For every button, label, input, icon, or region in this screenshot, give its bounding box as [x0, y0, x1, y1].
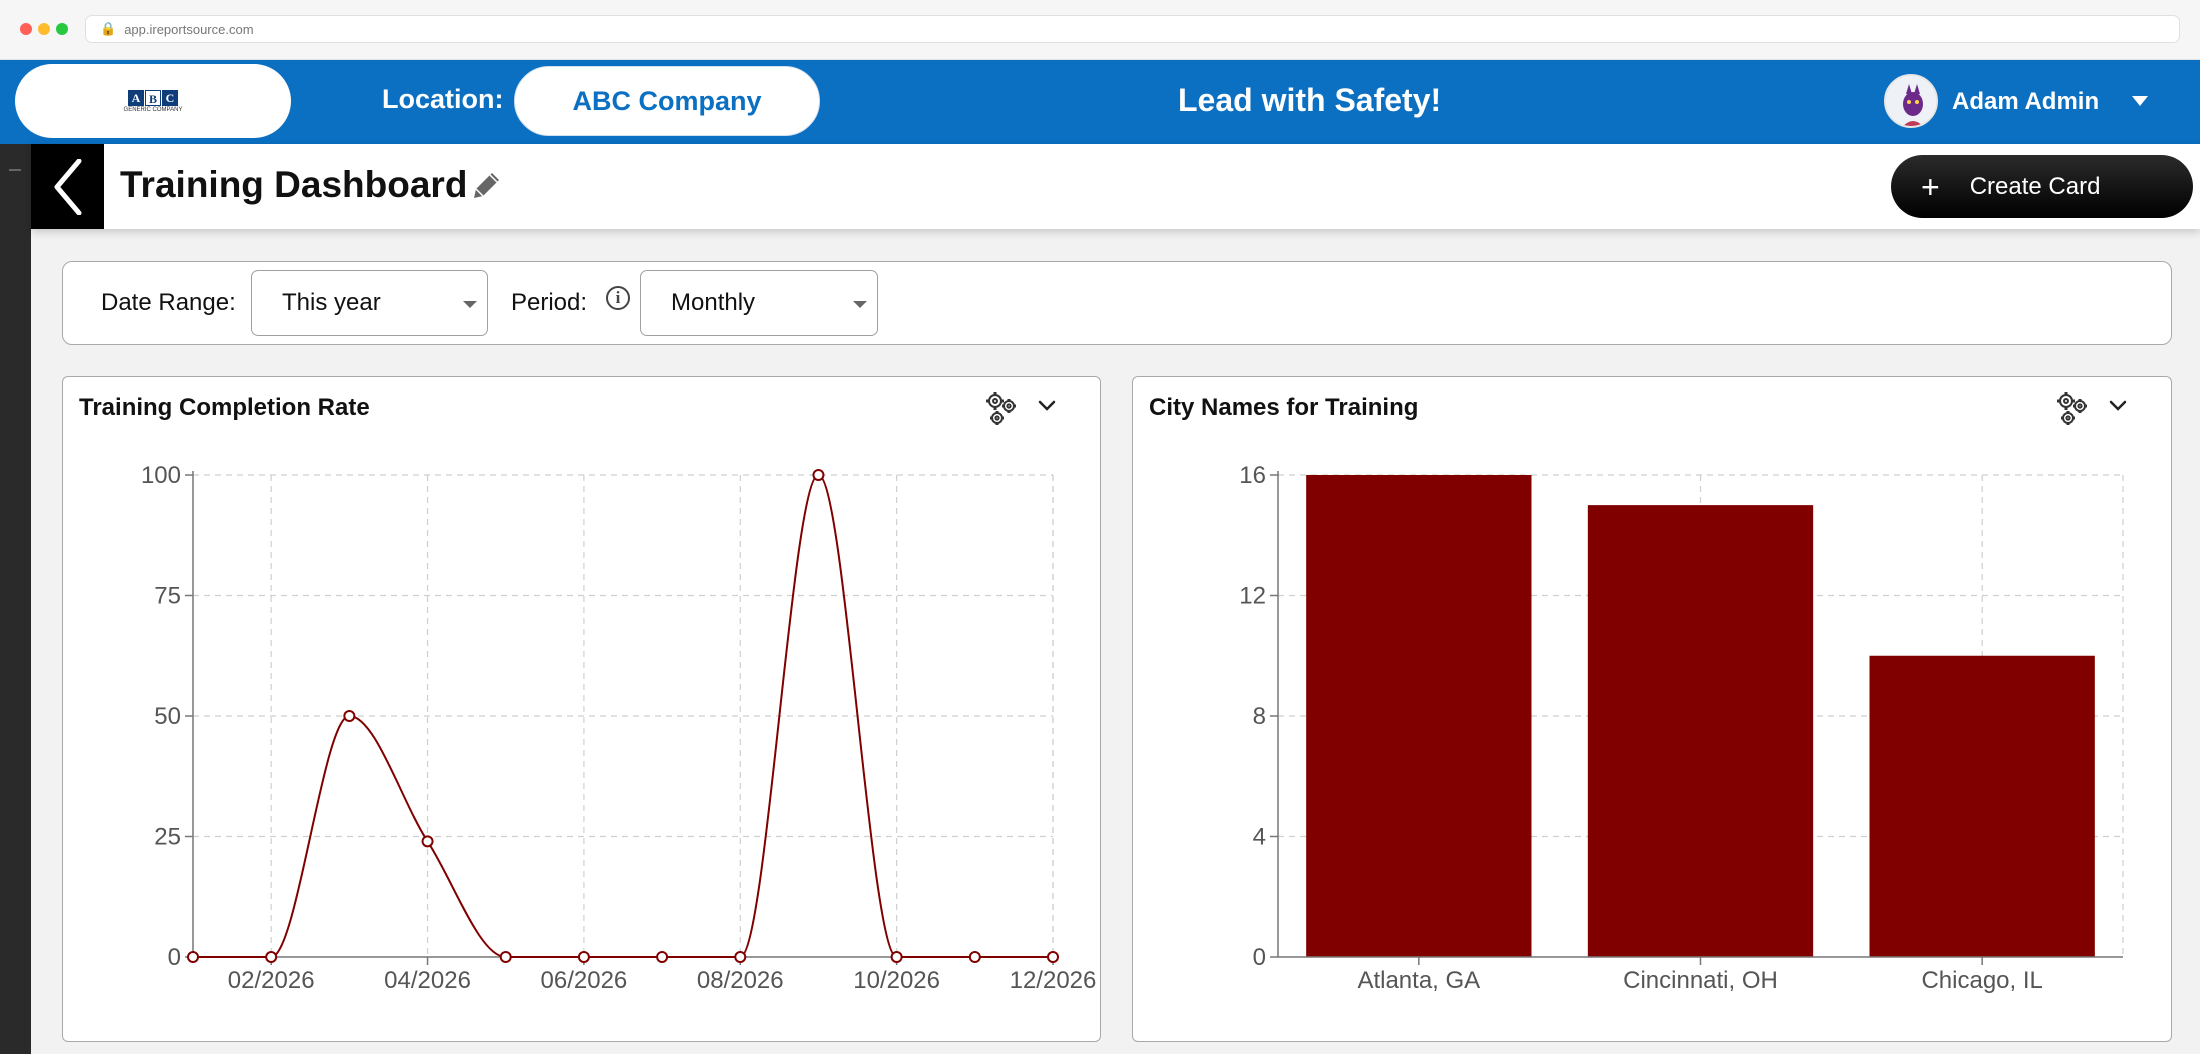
sidebar-marker [9, 169, 21, 171]
x-tick-label: Atlanta, GA [1357, 967, 1480, 994]
data-point [421, 835, 434, 848]
period-select[interactable]: Monthly [640, 270, 878, 336]
card-title: Training Completion Rate [79, 394, 370, 421]
x-tick-label: 12/2026 [1010, 967, 1097, 994]
data-point [187, 951, 199, 963]
training-completion-card: Training Completion Rate 0 25 50 75 100 02/20… [62, 376, 1101, 1042]
chevron-down-icon[interactable] [2108, 399, 2128, 413]
x-tick-label: Chicago, IL [1921, 967, 2042, 994]
user-menu-caret-icon[interactable] [2132, 96, 2148, 106]
y-tick-label: 0 [168, 944, 181, 971]
logo-letters: A B C [128, 89, 178, 106]
company-logo[interactable]: A B C GENERIC COMPANY [15, 64, 291, 138]
data-point [1047, 951, 1059, 963]
lock-icon: 🔒 [100, 21, 117, 36]
app-header: A B C GENERIC COMPANY Location: ABC Comp… [0, 60, 2200, 144]
y-tick-label: 75 [154, 583, 181, 610]
y-tick-label: 4 [1253, 824, 1266, 851]
logo-letter: A [128, 89, 144, 106]
bar [1306, 475, 1532, 957]
plus-icon: + [1921, 168, 1940, 205]
address-bar[interactable]: 🔒 app.ireportsource.com [85, 15, 2180, 43]
user-avatar[interactable] [1884, 74, 1938, 128]
period-label: Period: [511, 289, 588, 316]
logo-letter: B [145, 89, 161, 106]
chevron-down-icon[interactable] [1037, 399, 1057, 413]
x-tick-label: 08/2026 [697, 967, 784, 994]
data-point [812, 469, 825, 481]
data-point [499, 951, 512, 963]
y-tick-label: 12 [1239, 583, 1266, 610]
close-window-dot[interactable] [20, 23, 32, 35]
data-point [577, 951, 590, 963]
x-tick-label: 02/2026 [228, 967, 315, 994]
location-selector[interactable]: ABC Company [514, 66, 820, 136]
data-point [343, 710, 356, 722]
y-tick-label: 16 [1239, 462, 1266, 489]
city-bar-chart: 0 4 8 12 16 Atlanta, GA Cincinnati, OH Chicago,… [1239, 462, 2124, 994]
y-tick-label: 100 [141, 462, 181, 489]
data-point [265, 951, 278, 963]
pencil-icon[interactable] [470, 168, 504, 202]
dropdown-caret-icon [463, 301, 477, 308]
create-card-label: Create Card [1969, 172, 2101, 200]
completion-line-chart: 0 25 50 75 100 02/2026 04/2026 06/2026 08/2026 10… [141, 462, 1097, 994]
sidebar-collapsed[interactable] [0, 144, 31, 1054]
location-label: Location: [382, 84, 504, 114]
logo-letter: C [162, 89, 178, 106]
city-names-card: City Names for Training 0 4 8 12 16 Atlanta, … [1132, 376, 2172, 1042]
back-button[interactable] [31, 144, 104, 229]
y-tick-label: 25 [154, 824, 181, 851]
data-point [890, 951, 903, 963]
y-tick-label: 50 [154, 703, 181, 730]
minimize-window-dot[interactable] [38, 23, 50, 35]
chevron-left-icon [54, 158, 81, 215]
x-tick-label: 04/2026 [384, 967, 471, 994]
info-icon[interactable]: i [606, 286, 630, 310]
page-title: Training Dashboard [120, 164, 468, 205]
x-tick-label: 06/2026 [541, 967, 628, 994]
slogan: Lead with Safety! [1178, 82, 1442, 118]
y-tick-label: 8 [1253, 703, 1266, 730]
x-tick-label: 10/2026 [853, 967, 940, 994]
data-point [968, 951, 981, 963]
y-tick-label: 0 [1253, 944, 1266, 971]
settings-gears-icon[interactable] [982, 389, 1020, 427]
date-range-value: This year [282, 289, 381, 316]
avatar-image [1886, 76, 1936, 126]
user-name[interactable]: Adam Admin [1952, 88, 2100, 115]
dropdown-caret-icon [853, 301, 867, 308]
x-tick-label: Cincinnati, OH [1623, 967, 1778, 994]
card-title: City Names for Training [1149, 394, 1419, 421]
bar [1587, 505, 1814, 957]
date-range-select[interactable]: This year [251, 270, 488, 336]
url-text: app.ireportsource.com [124, 21, 254, 37]
data-point [734, 951, 747, 963]
maximize-window-dot[interactable] [56, 23, 68, 35]
bar [1869, 655, 2095, 957]
settings-gears-icon[interactable] [2053, 389, 2091, 427]
date-range-label: Date Range: [101, 289, 236, 316]
create-card-button[interactable]: + Create Card [1891, 155, 2193, 218]
filter-bar: Date Range: This year Period: i Monthly [62, 261, 2172, 345]
page-titlebar: Training Dashboard + Create Card [31, 144, 2200, 229]
data-point [656, 951, 669, 963]
period-value: Monthly [671, 289, 756, 316]
logo-subtitle: GENERIC COMPANY [123, 106, 183, 113]
browser-chrome: 🔒 app.ireportsource.com [0, 0, 2200, 60]
